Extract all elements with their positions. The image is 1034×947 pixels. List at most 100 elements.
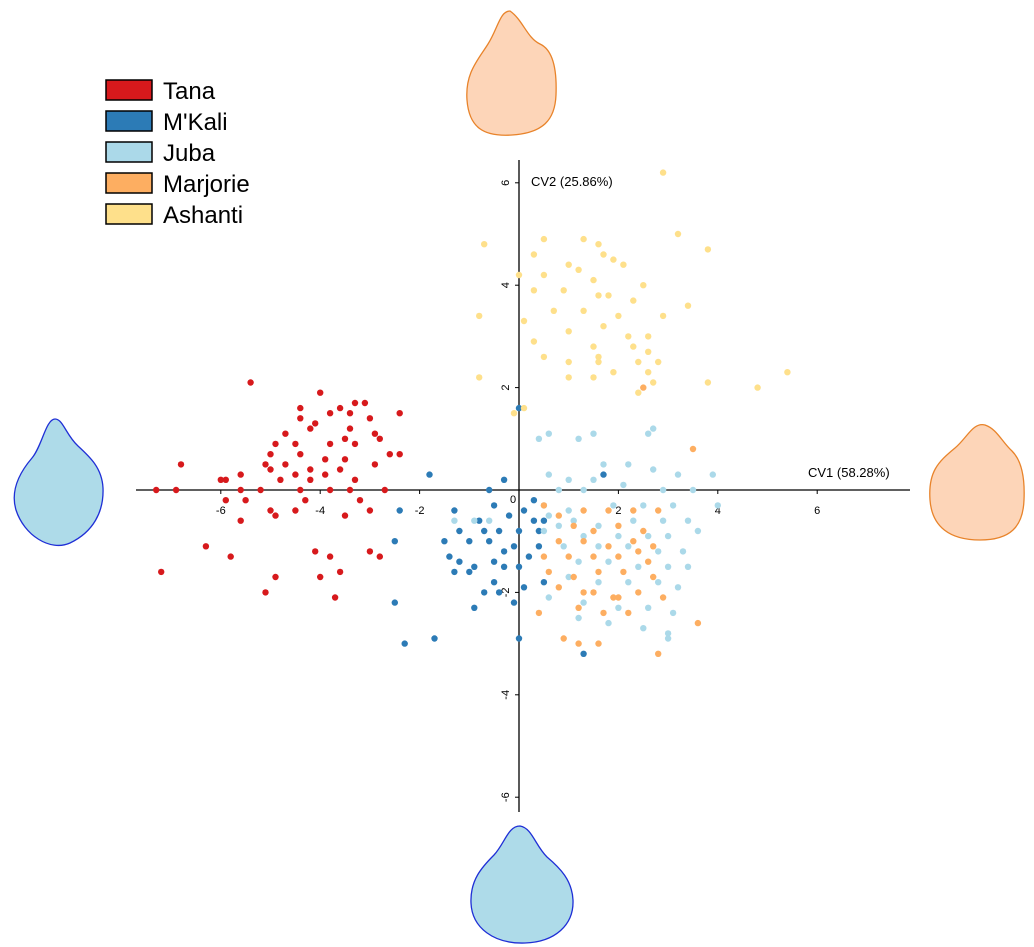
origin-label: 0 [510,494,516,506]
data-point [630,297,637,304]
y-tick-label: 2 [500,385,512,391]
data-point [471,604,478,611]
data-point [555,512,562,519]
data-point [540,235,548,243]
data-point [620,481,627,489]
data-point [664,630,672,637]
data-point [625,461,632,468]
data-point [694,527,702,535]
data-point [595,543,602,550]
data-point [292,507,299,514]
data-point [530,338,538,345]
y-tick-label: 6 [500,180,512,186]
data-point [655,507,662,514]
data-point [262,589,269,596]
data-point [540,527,548,535]
legend-swatch [105,141,153,163]
data-point [560,635,567,642]
data-point [426,471,433,478]
legend-swatch [105,110,153,132]
data-point [664,635,672,642]
shape-top-positive-cv2 [466,10,557,136]
data-point [272,573,279,581]
data-point [351,399,359,407]
data-point [540,517,548,524]
x-axis-label: CV1 (58.28%) [808,465,890,480]
data-point [580,235,587,243]
data-point [570,517,577,524]
data-point [650,425,657,432]
data-point [655,579,662,586]
data-point [525,553,533,560]
data-point [655,548,662,555]
data-point [158,568,165,576]
data-point [530,497,538,504]
y-axis-ticks: -6 -4 -2 2 4 6 [500,180,519,802]
data-point [659,312,667,320]
data-point [565,261,572,268]
data-point [615,312,622,320]
data-point [530,517,538,524]
data-point [590,527,597,535]
y-tick-label: -4 [500,690,512,700]
data-point [674,230,682,238]
data-point [630,517,637,524]
data-point [560,287,567,294]
data-point [640,625,647,632]
data-point [650,379,657,386]
data-point [486,538,493,545]
data-point [640,527,647,535]
legend-label: M'Kali [163,109,228,136]
data-point [267,451,274,458]
data-point [540,502,548,509]
data-point [486,517,493,524]
data-point [630,538,637,545]
data-point [610,502,617,509]
data-point [664,532,672,540]
data-point [565,573,572,581]
series-marjorie [535,384,702,657]
data-point [640,502,647,509]
data-point [555,538,562,545]
data-point [570,573,577,581]
data-point [481,527,488,535]
y-axis-label: CV2 (25.86%) [531,174,613,189]
data-point [356,497,364,504]
data-point [396,451,403,458]
data-point [267,466,274,473]
data-point [590,276,597,284]
data-point [669,502,677,509]
shape-bottom-negative-cv2 [470,825,574,944]
data-point [431,635,438,642]
data-point [237,486,244,494]
data-point [600,609,607,617]
data-point [555,522,562,529]
x-tick-label: 2 [615,505,621,517]
data-point [317,573,324,581]
data-point [704,246,712,253]
data-point [366,548,374,555]
data-point [490,502,498,509]
data-point [466,538,473,545]
data-point [336,568,344,576]
data-point [292,440,299,448]
data-point [679,548,687,555]
data-point [153,486,160,494]
data-point [520,507,528,514]
data-point [451,568,458,576]
series-tana [153,379,403,601]
data-point [326,440,334,448]
data-point [645,558,652,565]
data-point [361,399,369,407]
data-point [659,517,667,524]
data-point [610,594,617,601]
data-point [684,302,692,309]
data-point [267,507,274,514]
data-point [515,635,523,642]
shape-right-positive-cv1 [929,424,1025,541]
data-point [391,538,398,545]
data-point [565,476,572,483]
data-point [560,543,567,550]
data-point [575,266,582,273]
data-point [784,369,791,376]
